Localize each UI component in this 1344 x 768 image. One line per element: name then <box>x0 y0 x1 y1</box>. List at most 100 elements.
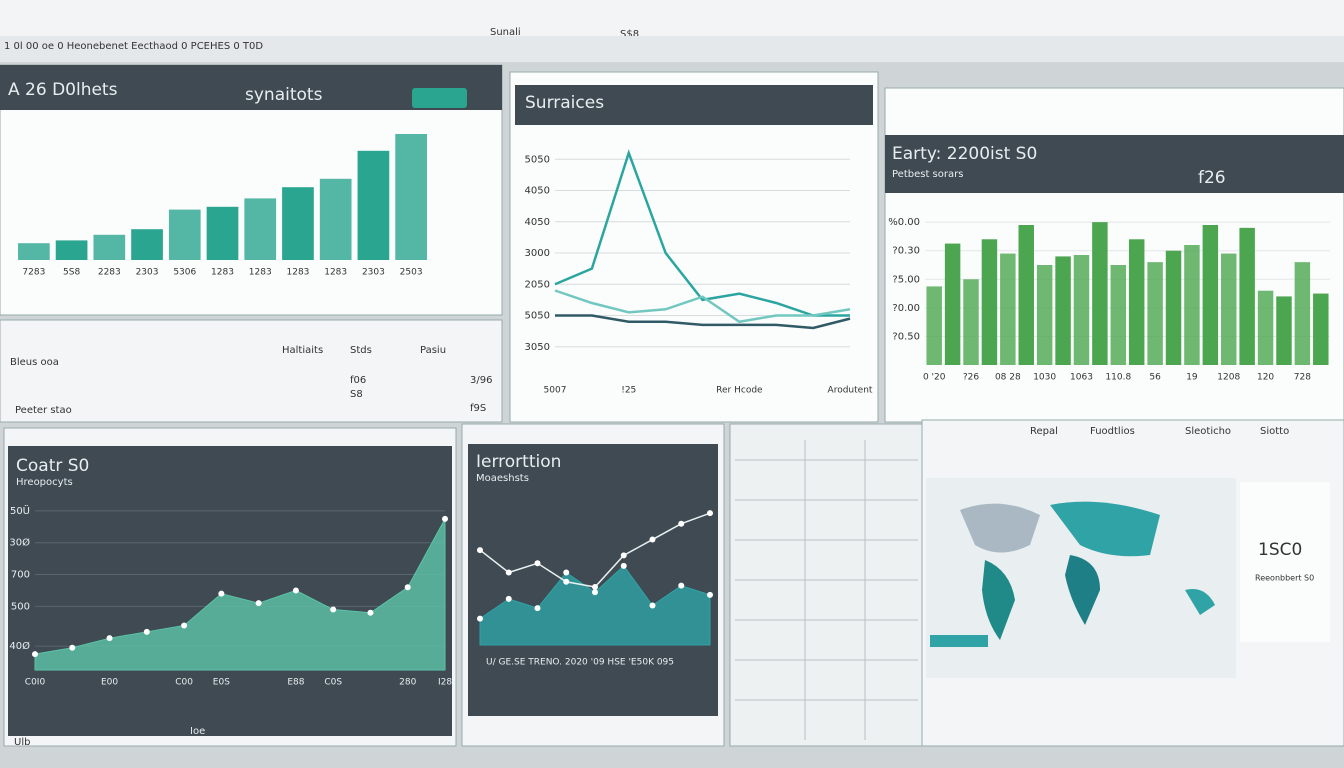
x-tick-label: 2503 <box>400 268 423 278</box>
x-tick-label: C0I0 <box>25 678 46 688</box>
bar <box>963 279 979 365</box>
x-tick-label: 56 <box>1149 373 1161 383</box>
panel-title: Coatr S0 <box>16 456 89 476</box>
bar <box>926 286 942 365</box>
toolbar <box>0 0 1344 36</box>
y-tick-label: 5050 <box>525 154 550 165</box>
tab[interactable]: Siotto <box>1260 426 1289 437</box>
panel-subtitle: Hreopocyts <box>16 477 73 488</box>
y-tick-label: 5050 <box>525 311 550 322</box>
x-tick-label: E88 <box>287 678 304 688</box>
table-header: Haltiaits <box>282 345 323 356</box>
point <box>367 609 374 616</box>
point <box>620 562 627 569</box>
x-tick-label: 5007 <box>544 386 567 396</box>
bar <box>1055 256 1071 365</box>
y-tick-label: 3000 <box>525 248 550 259</box>
x-tick-label: 0 '20 <box>923 373 946 383</box>
y-tick-label: 700 <box>11 570 30 581</box>
x-tick-label: !25 <box>621 386 636 396</box>
bar <box>1276 296 1292 365</box>
footer-text: Ulb <box>14 737 30 748</box>
point <box>563 569 570 576</box>
x-tick-label: ?26 <box>963 373 980 383</box>
kpi-card <box>1240 482 1330 642</box>
line <box>555 314 851 330</box>
point <box>505 569 512 576</box>
table <box>0 319 503 423</box>
bar <box>1165 250 1182 365</box>
bar <box>1110 265 1127 365</box>
point <box>505 595 512 602</box>
x-tick-label: 7283 <box>22 268 45 278</box>
table-cell: Peeter stao <box>15 405 72 416</box>
point <box>678 582 685 589</box>
point <box>678 520 685 527</box>
bar <box>1294 262 1311 365</box>
point <box>330 606 337 613</box>
x-tick-label: I28 <box>438 678 452 688</box>
x-tick-label: 120 <box>1257 373 1274 383</box>
table-cell: S8 <box>350 389 363 400</box>
table-lines <box>735 440 918 740</box>
toolbar-right: S$8 <box>620 29 639 40</box>
point <box>32 651 38 658</box>
toggle[interactable] <box>412 88 467 108</box>
bar <box>18 243 50 260</box>
point <box>649 602 656 609</box>
y-tick-label: ?0.00 <box>892 303 920 314</box>
x-tick-label: C00 <box>175 678 193 688</box>
y-tick-label: ?5.00 <box>892 274 920 285</box>
x-tick-label: Arodutent <box>828 386 873 396</box>
x-tick-label: 19 <box>1186 373 1198 383</box>
area <box>479 565 711 646</box>
point <box>442 515 448 522</box>
table-cell: f9S <box>470 403 486 414</box>
point <box>649 536 656 543</box>
bar <box>981 239 998 365</box>
bar <box>1092 222 1108 365</box>
tab[interactable]: Fuodtlios <box>1090 426 1135 437</box>
x-tick-label: 1208 <box>1217 373 1240 383</box>
annotation: U/ GE.SE TRENO. 2020 '09 HSE 'E50K 095 <box>486 658 674 668</box>
map-shapes <box>930 501 1215 647</box>
point <box>477 547 483 554</box>
bar <box>1313 293 1329 365</box>
x-tick-label: 2303 <box>136 268 159 278</box>
panel-subtitle: A 26 D0lhets <box>8 80 118 100</box>
x-tick-label: 1283 <box>324 268 347 278</box>
bar <box>131 229 163 260</box>
panel-body <box>468 444 718 716</box>
y-tick-label: %0.00 <box>888 217 920 228</box>
tab[interactable]: Sleoticho <box>1185 426 1231 437</box>
point <box>534 605 541 612</box>
point <box>69 644 76 651</box>
point <box>477 615 483 622</box>
y-tick-label: 50Ü <box>10 504 30 517</box>
panel-body <box>8 446 452 736</box>
y-tick-label: 30Ø <box>9 537 30 549</box>
menu-bar <box>0 36 1344 62</box>
panel-title: Ierrorttion <box>476 452 561 472</box>
bar <box>93 234 126 260</box>
x-tick-label: E0S <box>213 678 230 688</box>
point <box>292 587 299 594</box>
x-tick-label: 1063 <box>1070 373 1093 383</box>
point <box>255 600 262 607</box>
bar <box>357 150 390 260</box>
tab[interactable]: Repal <box>1030 426 1058 437</box>
bar <box>282 187 314 260</box>
panel-header <box>515 85 873 125</box>
y-tick-label: 2050 <box>525 279 550 290</box>
menu-text: 1 0l 00 oe 0 Heonebenet Eecthaod 0 PCEHE… <box>4 41 263 52</box>
x-tick-label: 1283 <box>287 268 310 278</box>
table-header: Stds <box>350 345 372 356</box>
y-tick-label: 4050 <box>525 186 550 197</box>
x-tick-label: C0S <box>324 678 342 688</box>
data-table <box>729 423 923 747</box>
x-tick-label: Rer Hcode <box>716 386 763 396</box>
bar <box>55 240 88 260</box>
panel-header <box>885 135 1344 193</box>
table-cell: 3/96 <box>470 375 492 386</box>
